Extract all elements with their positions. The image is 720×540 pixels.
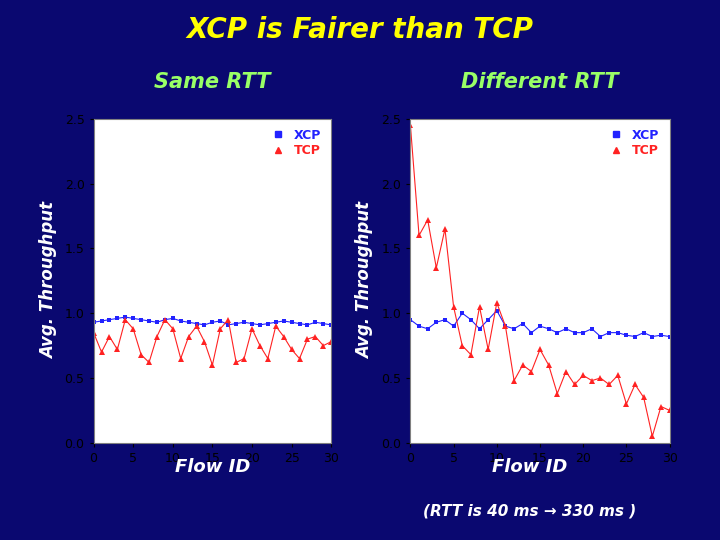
Text: Different RTT: Different RTT — [462, 72, 618, 92]
Legend: XCP, TCP: XCP, TCP — [261, 125, 325, 161]
Text: Flow ID: Flow ID — [175, 458, 250, 476]
Y-axis label: Avg. Throughput: Avg. Throughput — [356, 202, 374, 359]
Y-axis label: Avg. Throughput: Avg. Throughput — [40, 202, 58, 359]
Text: XCP is Fairer than TCP: XCP is Fairer than TCP — [186, 16, 534, 44]
Text: Flow ID: Flow ID — [492, 458, 567, 476]
Text: (RTT is 40 ms → 330 ms ): (RTT is 40 ms → 330 ms ) — [423, 503, 636, 518]
Text: Same RTT: Same RTT — [154, 72, 271, 92]
Legend: XCP, TCP: XCP, TCP — [600, 125, 663, 161]
